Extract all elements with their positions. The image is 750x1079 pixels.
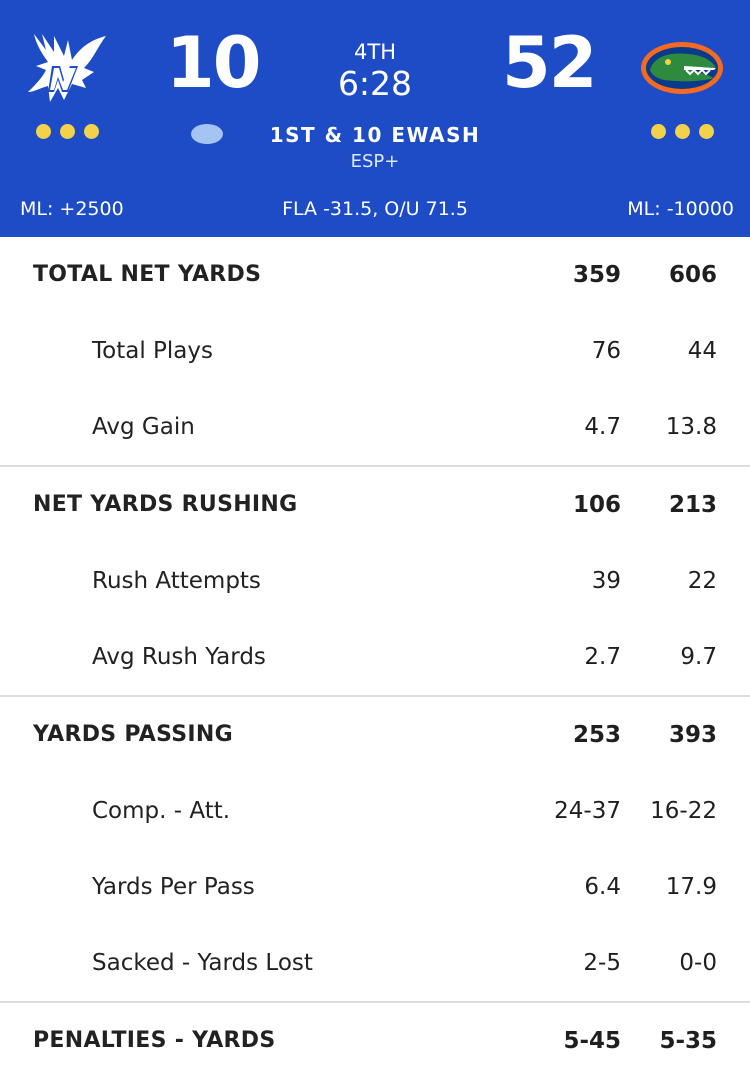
timeout-dot [699, 124, 714, 139]
away-stat-value: 2.7 [584, 644, 621, 670]
down-and-distance: 1ST & 10 EWASH [269, 123, 481, 147]
stat-label: TOTAL NET YARDS [33, 262, 262, 287]
home-stat-value: 213 [668, 492, 717, 518]
stat-row-penalties-yards: PENALTIES - YARDS 5-45 5-35 [0, 1003, 750, 1079]
stat-row-yards-passing: YARDS PASSING 253 393 [0, 697, 750, 773]
section-divider [0, 695, 750, 697]
away-stat-value: 24-37 [554, 798, 621, 824]
home-stat-value: 393 [668, 722, 717, 748]
stat-row-net-yards-rushing: NET YARDS RUSHING 106 213 [0, 467, 750, 543]
home-stat-value: 9.7 [680, 644, 717, 670]
stat-label: Yards Per Pass [92, 874, 255, 900]
stat-label: PENALTIES - YARDS [33, 1028, 276, 1053]
stat-row-sacked-yards-lost: Sacked - Yards Lost 2-5 0-0 [0, 925, 750, 1001]
home-score: 52 [502, 22, 597, 104]
away-stat-value: 5-45 [563, 1028, 621, 1054]
home-timeouts [651, 124, 714, 139]
stat-label: YARDS PASSING [33, 722, 233, 747]
section-divider [0, 1001, 750, 1003]
home-team-logo[interactable] [640, 40, 724, 96]
scoreboard-header: 10 4TH 6:28 52 1ST & 10 EWASH ESP+ ML: +… [0, 0, 750, 237]
home-stat-value: 13.8 [665, 414, 717, 440]
home-stat-value: 17.9 [665, 874, 717, 900]
away-moneyline: ML: +2500 [20, 198, 124, 220]
away-stat-value: 2-5 [583, 950, 621, 976]
timeout-dot [60, 124, 75, 139]
away-stat-value: 76 [591, 338, 621, 364]
stat-label: Avg Rush Yards [92, 644, 266, 670]
away-stat-value: 359 [572, 262, 621, 288]
timeout-dot [36, 124, 51, 139]
stat-row-yards-per-pass: Yards Per Pass 6.4 17.9 [0, 849, 750, 925]
home-moneyline: ML: -10000 [627, 198, 734, 220]
away-timeouts [36, 124, 99, 139]
timeout-dot [675, 124, 690, 139]
timeout-dot [651, 124, 666, 139]
stat-row-comp-att: Comp. - Att. 24-37 16-22 [0, 773, 750, 849]
stat-label: Sacked - Yards Lost [92, 950, 313, 976]
away-team-logo[interactable] [24, 30, 110, 110]
stat-label: Avg Gain [92, 414, 195, 440]
stat-label: Comp. - Att. [92, 798, 231, 824]
broadcast-network: ESP+ [350, 151, 400, 172]
stat-label: Total Plays [92, 338, 213, 364]
away-stat-value: 39 [591, 568, 621, 594]
away-stat-value: 6.4 [584, 874, 621, 900]
stat-row-total-plays: Total Plays 76 44 [0, 313, 750, 389]
football-icon [191, 124, 223, 144]
home-stat-value: 44 [687, 338, 717, 364]
game-clock: 6:28 [337, 64, 413, 103]
spread-over-under: FLA -31.5, O/U 71.5 [282, 198, 468, 220]
away-stat-value: 4.7 [584, 414, 621, 440]
stat-row-rush-attempts: Rush Attempts 39 22 [0, 543, 750, 619]
home-stat-value: 0-0 [679, 950, 717, 976]
timeout-dot [84, 124, 99, 139]
stat-label: Rush Attempts [92, 568, 261, 594]
home-stat-value: 606 [668, 262, 717, 288]
home-stat-value: 5-35 [659, 1028, 717, 1054]
stat-row-avg-gain: Avg Gain 4.7 13.8 [0, 389, 750, 465]
stat-label: NET YARDS RUSHING [33, 492, 298, 517]
section-divider [0, 465, 750, 467]
game-quarter: 4TH [354, 40, 396, 64]
away-stat-value: 106 [572, 492, 621, 518]
home-stat-value: 16-22 [650, 798, 717, 824]
home-stat-value: 22 [687, 568, 717, 594]
team-stats-table: TOTAL NET YARDS 359 606 Total Plays 76 4… [0, 237, 750, 1079]
gator-logo-icon [641, 42, 723, 94]
stat-row-total-net-yards: TOTAL NET YARDS 359 606 [0, 237, 750, 313]
eagle-logo-icon [28, 34, 106, 102]
away-stat-value: 253 [572, 722, 621, 748]
away-score: 10 [166, 22, 261, 104]
stat-row-avg-rush-yards: Avg Rush Yards 2.7 9.7 [0, 619, 750, 695]
